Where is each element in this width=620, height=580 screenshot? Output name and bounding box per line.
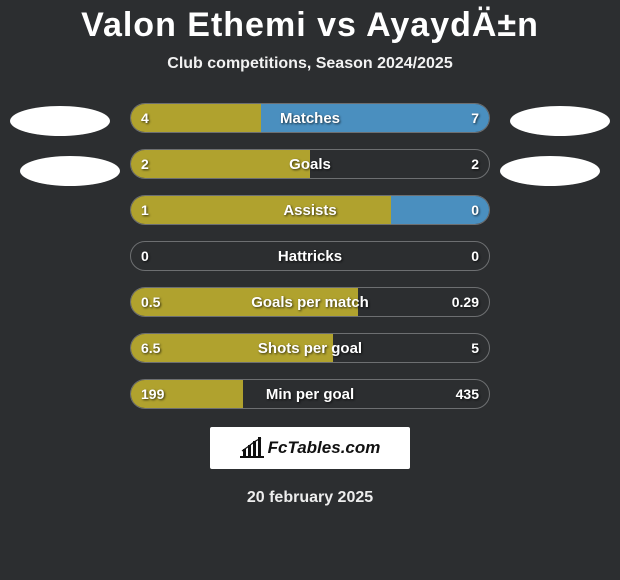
comparison-chart: 47Matches 22Goals 10Assists 0 0Hattricks 0.50… <box>0 103 620 409</box>
stat-bar-right <box>261 104 489 132</box>
stat-value-right: 0 <box>471 242 479 270</box>
date-text: 20 february 2025 <box>0 489 620 507</box>
stat-row: 0.50.29Goals per match <box>130 287 490 317</box>
player-silhouette-left <box>10 106 110 136</box>
stat-value-right: 0.29 <box>452 288 479 316</box>
stat-row: 47Matches <box>130 103 490 133</box>
stat-row: 6.55Shots per goal <box>130 333 490 363</box>
fctables-logo: FcTables.com <box>210 427 410 469</box>
logo-text: FcTables.com <box>268 438 381 458</box>
chart-icon <box>240 437 264 459</box>
player-silhouette-left <box>20 156 120 186</box>
stat-row: 10Assists <box>130 195 490 225</box>
stat-row: 0 0Hattricks <box>130 241 490 271</box>
stat-value-right: 435 <box>456 380 479 408</box>
player-silhouette-right <box>510 106 610 136</box>
stat-value-right: 2 <box>471 150 479 178</box>
stat-value-left: 0 <box>141 242 149 270</box>
stat-row: 22Goals <box>130 149 490 179</box>
stat-bar-left <box>131 380 243 408</box>
stat-value-right: 5 <box>471 334 479 362</box>
stat-row: 199435Min per goal <box>130 379 490 409</box>
stat-bar-left <box>131 196 391 224</box>
stat-bar-left <box>131 334 333 362</box>
player-silhouette-right <box>500 156 600 186</box>
stat-bar-left <box>131 288 358 316</box>
page-title: Valon Ethemi vs AyaydÄ±n <box>0 0 620 45</box>
stat-bar-left <box>131 104 261 132</box>
stat-bar-right <box>391 196 489 224</box>
stat-bar-left <box>131 150 310 178</box>
stat-label: Hattricks <box>131 242 489 270</box>
page-subtitle: Club competitions, Season 2024/2025 <box>0 55 620 73</box>
